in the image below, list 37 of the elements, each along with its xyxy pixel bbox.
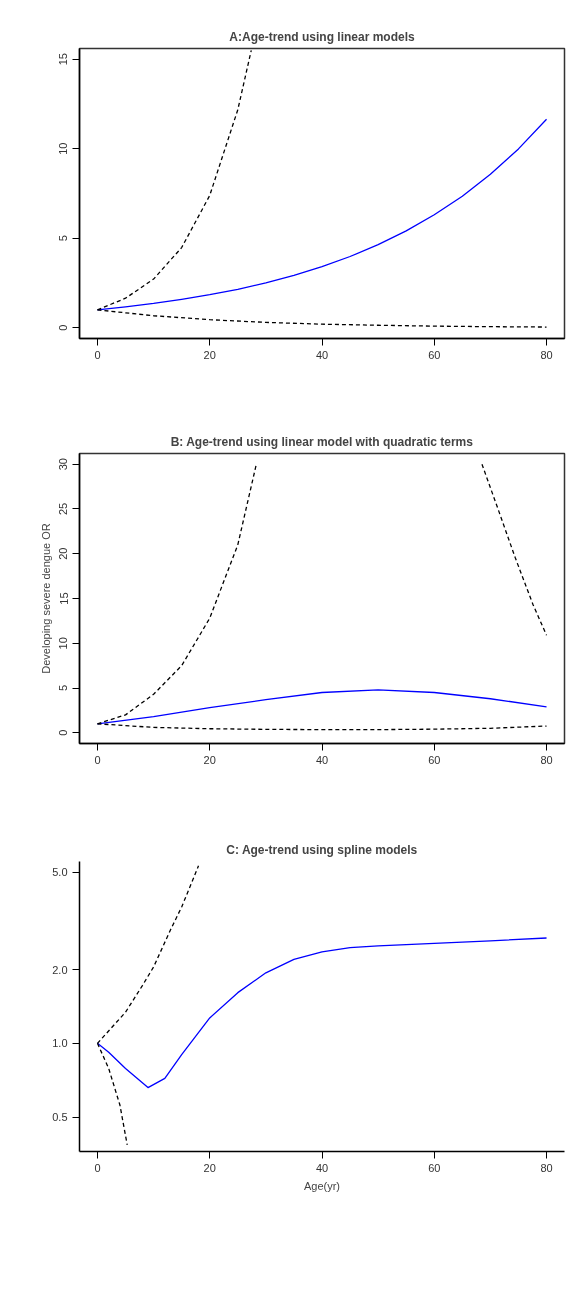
- x-tick-label: 60: [428, 753, 441, 766]
- y-tick-label: 10: [57, 142, 70, 155]
- chart-title: A:Age-trend using linear models: [229, 29, 415, 44]
- chart-title: C: Age-trend using spline models: [226, 842, 418, 857]
- x-tick-label: 80: [540, 753, 553, 766]
- y-tick-label: 0: [57, 324, 70, 331]
- x-tick-label: 60: [428, 1161, 441, 1174]
- x-tick-label: 80: [540, 348, 553, 361]
- x-tick-label: 40: [315, 753, 329, 766]
- x-tick-label: 80: [540, 1161, 553, 1174]
- x-tick-label: 20: [203, 753, 216, 766]
- y-tick-label: 25: [57, 502, 70, 516]
- y-tick-label: 15: [57, 53, 70, 66]
- y-tick-label: 30: [57, 458, 70, 471]
- y-tick-label: 5: [57, 235, 70, 242]
- y-tick-label: 5.0: [52, 866, 68, 879]
- x-tick-label: 40: [315, 1161, 329, 1174]
- x-tick-label: 60: [428, 348, 441, 361]
- x-tick-label: 0: [94, 1161, 101, 1174]
- line-series: [481, 463, 548, 636]
- x-tick-label: 0: [94, 348, 101, 361]
- line-series: [96, 937, 548, 1089]
- y-tick-label: 20: [57, 547, 70, 560]
- y-tick-label: 5: [57, 684, 70, 692]
- chart-title: B: Age-trend using linear model with quadratic terms: [170, 434, 474, 449]
- y-tick-label: 0: [57, 729, 70, 736]
- y-tick-label: 1.0: [52, 1037, 68, 1050]
- y-tick-label: 2.0: [52, 963, 68, 976]
- x-tick-label: 20: [203, 348, 216, 361]
- x-tick-label: 0: [94, 753, 101, 766]
- y-tick-label: 0.5: [52, 1111, 68, 1124]
- x-tick-label: 40: [315, 348, 329, 361]
- y-tick-label: 10: [57, 637, 70, 650]
- x-axis-title: Age(yr): [303, 1179, 341, 1192]
- x-tick-label: 20: [203, 1161, 216, 1174]
- y-tick-label: 15: [57, 592, 70, 605]
- y-axis-title: Developing severe dengue OR: [39, 523, 52, 674]
